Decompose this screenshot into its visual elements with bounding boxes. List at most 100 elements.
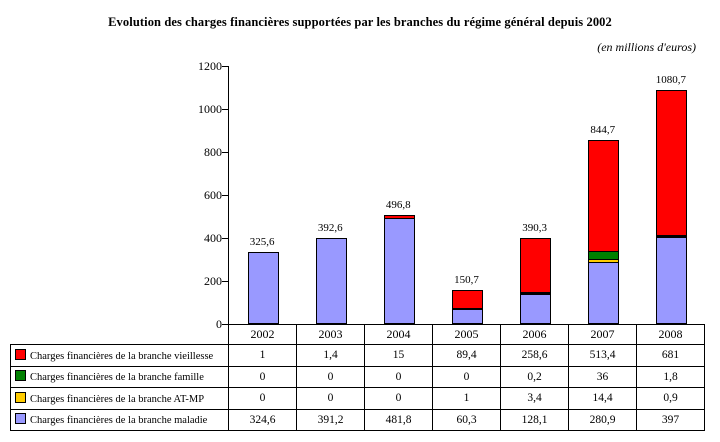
legend-label-famille: Charges financières de la branche famill… bbox=[30, 372, 204, 384]
table-row-vieillesse: Charges financières de la branche vieill… bbox=[10, 344, 705, 367]
value-cell-at-mp: 3,4 bbox=[500, 387, 569, 410]
value-cell-famille: 36 bbox=[568, 365, 637, 388]
y-axis-tick bbox=[222, 66, 228, 67]
bar-segment-maladie-2002 bbox=[248, 253, 278, 323]
bar-segment-at-mp-2007 bbox=[589, 259, 619, 263]
y-axis-tick-label: 0 bbox=[216, 317, 222, 331]
y-axis-tick-label: 200 bbox=[204, 274, 222, 288]
value-cell-maladie: 128,1 bbox=[500, 408, 569, 431]
y-axis-tick-label: 600 bbox=[204, 188, 222, 202]
bar-segment-famille-2006 bbox=[521, 293, 551, 295]
value-cell-at-mp: 0 bbox=[228, 387, 297, 410]
bar-segment-at-mp-2008 bbox=[657, 236, 687, 238]
value-cell-at-mp: 0 bbox=[296, 387, 365, 410]
bar-2004 bbox=[383, 215, 415, 324]
legend-label-at-mp: Charges financières de la branche AT-MP bbox=[30, 393, 205, 405]
table-row-famille: Charges financières de la branche famill… bbox=[10, 365, 705, 388]
legend-color-swatch-at-mp bbox=[15, 391, 26, 403]
value-cell-famille: 0 bbox=[364, 365, 433, 388]
y-axis-tick-label: 800 bbox=[204, 145, 222, 159]
y-axis-tick bbox=[222, 324, 228, 325]
year-header-cell: 2002 bbox=[228, 324, 297, 345]
bar-segment-at-mp-2005 bbox=[453, 309, 482, 311]
year-header-cell: 2008 bbox=[636, 324, 705, 345]
legend-label-maladie: Charges financières de la branche maladi… bbox=[30, 415, 208, 427]
bar-segment-maladie-2003 bbox=[316, 238, 346, 323]
value-cell-famille: 1,8 bbox=[636, 365, 705, 388]
y-axis-tick bbox=[222, 195, 228, 196]
value-cell-vieillesse: 15 bbox=[364, 344, 433, 367]
bar-segment-famille-2008 bbox=[657, 235, 687, 237]
year-header-cell: 2003 bbox=[296, 324, 365, 345]
value-cell-at-mp: 14,4 bbox=[568, 387, 637, 410]
value-cell-famille: 0 bbox=[432, 365, 501, 388]
y-axis-tick bbox=[222, 152, 228, 153]
chart-unit-note: (en millions d'euros) bbox=[597, 40, 696, 54]
bar-segment-maladie-2007 bbox=[589, 262, 619, 323]
bar-segment-vieillesse-2004 bbox=[384, 216, 414, 220]
value-cell-vieillesse: 1 bbox=[228, 344, 297, 367]
bar-total-label: 392,6 bbox=[317, 221, 343, 234]
bar-total-label: 1080,7 bbox=[655, 73, 687, 86]
year-header-cell: 2005 bbox=[432, 324, 501, 345]
legend-cell-vieillesse: Charges financières de la branche vieill… bbox=[10, 344, 229, 367]
table-row-maladie: Charges financières de la branche maladi… bbox=[10, 408, 705, 431]
bar-total-label: 844,7 bbox=[590, 124, 616, 137]
year-header-row: 2002 2003 2004 2005 2006 2007 2008 bbox=[11, 324, 705, 345]
bar-segment-vieillesse-2005 bbox=[453, 290, 482, 310]
bar-segment-vieillesse-2002 bbox=[248, 253, 278, 254]
value-cell-famille: 0 bbox=[228, 365, 297, 388]
bar-total-label: 390,3 bbox=[522, 222, 547, 235]
y-axis-tick-label: 1000 bbox=[198, 102, 222, 116]
value-cell-maladie: 397 bbox=[636, 408, 705, 431]
chart-title: Evolution des charges financières suppor… bbox=[108, 15, 612, 29]
bar-segment-vieillesse-2008 bbox=[657, 90, 687, 236]
y-axis-line bbox=[228, 66, 229, 325]
bar-segment-famille-2007 bbox=[589, 251, 619, 260]
year-header-cell: 2006 bbox=[500, 324, 569, 345]
bar-2003 bbox=[315, 237, 347, 324]
year-header-cell: 2004 bbox=[364, 324, 433, 345]
bar-segment-maladie-2008 bbox=[657, 237, 687, 323]
bar-total-label: 496,8 bbox=[385, 199, 411, 212]
legend-cell-famille: Charges financières de la branche famill… bbox=[10, 365, 229, 388]
value-cell-maladie: 391,2 bbox=[296, 408, 365, 431]
legend-cell-maladie: Charges financières de la branche maladi… bbox=[10, 408, 229, 431]
value-cell-famille: 0 bbox=[296, 365, 365, 388]
y-axis-tick bbox=[222, 109, 228, 110]
value-cell-maladie: 280,9 bbox=[568, 408, 637, 431]
table-row-at-mp: Charges financières de la branche AT-MP 0… bbox=[10, 387, 705, 410]
legend-cell-at-mp: Charges financières de la branche AT-MP bbox=[10, 387, 229, 410]
legend-color-swatch-vieillesse bbox=[15, 348, 26, 360]
value-cell-maladie: 481,8 bbox=[364, 408, 433, 431]
value-cell-famille: 0,2 bbox=[500, 365, 569, 388]
value-cell-vieillesse: 89,4 bbox=[432, 344, 501, 367]
legend-label-vieillesse: Charges financières de la branche vieill… bbox=[30, 350, 214, 362]
year-header-cell: 2007 bbox=[568, 324, 637, 345]
bar-segment-at-mp-2006 bbox=[521, 294, 551, 296]
legend-color-swatch-famille bbox=[15, 370, 26, 382]
value-cell-maladie: 324,6 bbox=[228, 408, 297, 431]
y-axis-tick-label: 400 bbox=[204, 231, 222, 245]
legend-color-swatch-maladie bbox=[15, 413, 26, 425]
y-axis-tick bbox=[222, 281, 228, 282]
bar-segment-maladie-2004 bbox=[384, 219, 414, 323]
value-cell-at-mp: 0,9 bbox=[636, 387, 705, 410]
bar-2005 bbox=[452, 289, 483, 324]
value-cell-vieillesse: 1,4 bbox=[296, 344, 365, 367]
value-cell-at-mp: 0 bbox=[364, 387, 433, 410]
bar-2008 bbox=[656, 89, 688, 324]
y-axis-tick bbox=[222, 238, 228, 239]
value-cell-at-mp: 1 bbox=[432, 387, 501, 410]
bar-total-label: 325,6 bbox=[249, 236, 275, 248]
bar-segment-vieillesse-2007 bbox=[589, 141, 619, 252]
bar-segment-vieillesse-2003 bbox=[316, 238, 346, 239]
value-cell-vieillesse: 513,4 bbox=[568, 344, 637, 367]
bar-2007 bbox=[588, 140, 620, 324]
bar-total-label: 150,7 bbox=[454, 273, 479, 286]
y-axis-tick-label: 1200 bbox=[198, 59, 222, 73]
value-cell-vieillesse: 258,6 bbox=[500, 344, 569, 367]
bar-segment-maladie-2005 bbox=[453, 310, 482, 323]
data-table: 2002 2003 2004 2005 2006 2007 2008 Charges fina… bbox=[10, 324, 705, 431]
